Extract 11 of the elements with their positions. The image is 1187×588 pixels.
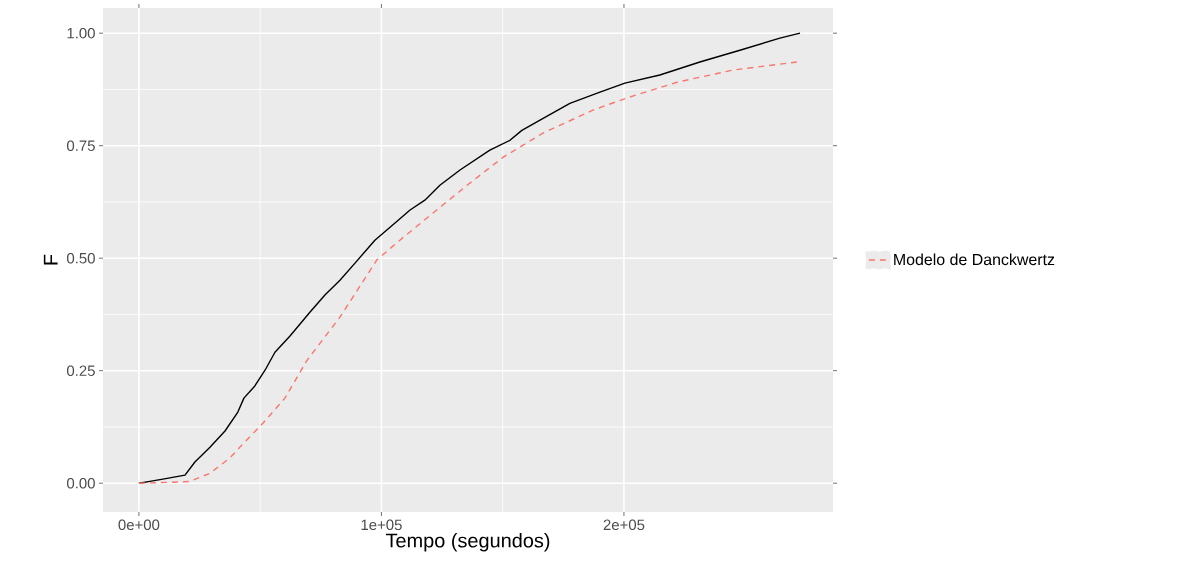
x-axis-title: Tempo (segundos): [385, 532, 550, 552]
x-tick-label: 2e+05: [603, 519, 645, 531]
y-tick-label: 0.00: [66, 477, 95, 489]
y-tick-label: 0.50: [66, 252, 95, 264]
y-tick-label: 0.75: [66, 140, 95, 151]
y-tick-label: 0.25: [66, 365, 95, 376]
y-tick-label: 1.00: [67, 27, 95, 39]
x-tick-label: 1e+05: [361, 519, 402, 531]
legend-label: Modelo de Danckwertz: [894, 253, 1055, 266]
x-tick-label: 0e+00: [118, 519, 160, 531]
y-axis-title: F: [43, 254, 58, 265]
